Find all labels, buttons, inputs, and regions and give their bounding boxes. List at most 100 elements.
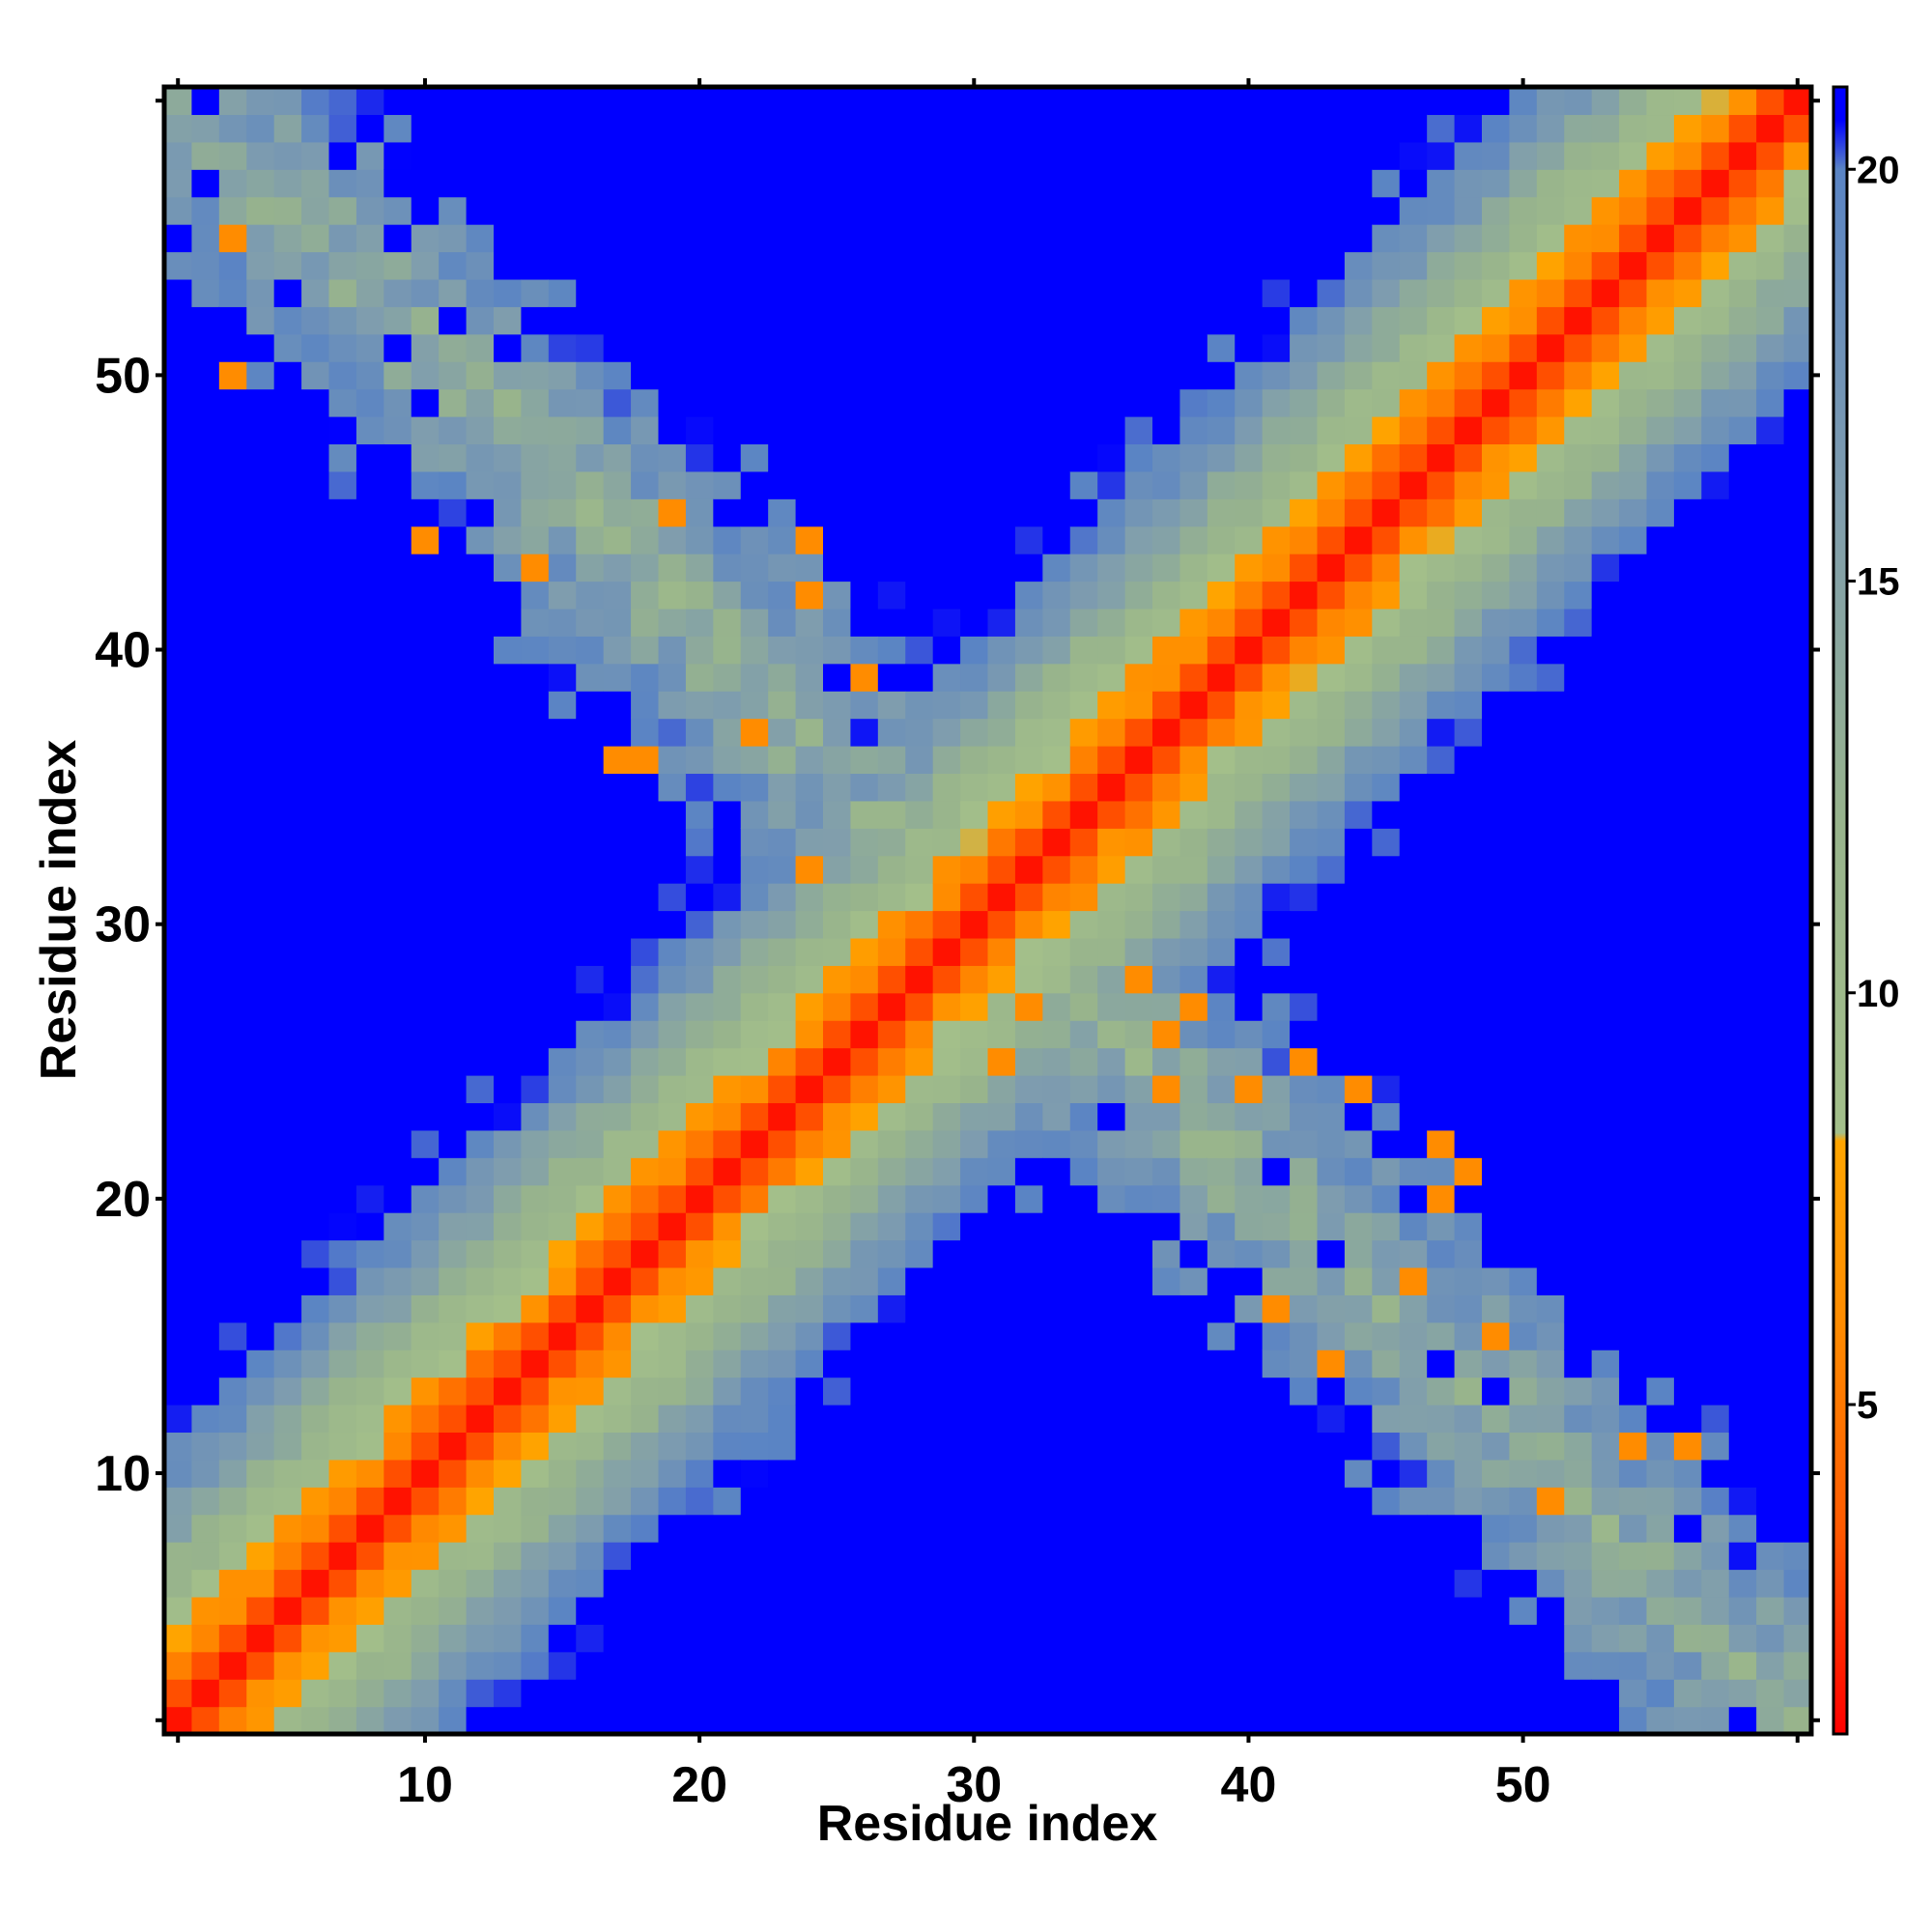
heatmap-cell	[411, 1350, 440, 1378]
heatmap-cell	[466, 1129, 495, 1158]
heatmap-cell	[355, 828, 384, 857]
heatmap-cell	[384, 526, 412, 554]
heatmap-cell	[355, 883, 384, 912]
heatmap-cell	[1728, 87, 1757, 116]
heatmap-cell	[740, 1459, 769, 1488]
heatmap-cell	[1728, 443, 1757, 472]
heatmap-cell	[301, 87, 330, 116]
heatmap-cell	[576, 251, 605, 280]
heatmap-cell	[1619, 1405, 1648, 1434]
heatmap-cell	[1564, 800, 1593, 829]
heatmap-cell	[1235, 1350, 1264, 1378]
heatmap-cell	[1152, 937, 1181, 966]
heatmap-cell	[1482, 554, 1511, 582]
heatmap-cell	[1564, 773, 1593, 802]
heatmap-cell	[1290, 718, 1319, 747]
heatmap-cell	[877, 1020, 906, 1049]
heatmap-cell	[823, 87, 852, 116]
heatmap-cell	[905, 1266, 934, 1295]
heatmap-cell	[466, 828, 495, 857]
heatmap-cell	[1014, 114, 1043, 143]
heatmap-cell	[1783, 470, 1812, 499]
heatmap-cell	[439, 800, 468, 829]
heatmap-cell	[355, 663, 384, 692]
heatmap-cell	[1014, 361, 1043, 390]
heatmap-cell	[768, 1294, 797, 1323]
heatmap-cell	[246, 1102, 275, 1131]
heatmap-cell	[877, 1294, 906, 1323]
heatmap-cell	[1262, 1102, 1291, 1131]
heatmap-cell	[1262, 224, 1291, 253]
heatmap-cell	[301, 1624, 330, 1653]
heatmap-cell	[411, 855, 440, 884]
heatmap-cell	[576, 306, 605, 335]
heatmap-cell	[1783, 1679, 1812, 1708]
heatmap-cell	[1756, 691, 1785, 720]
heatmap-cell	[1509, 1405, 1538, 1434]
heatmap-cell	[1317, 87, 1346, 116]
heatmap-cell	[1014, 1239, 1043, 1268]
heatmap-cell	[1317, 663, 1346, 692]
heatmap-cell	[246, 1487, 275, 1516]
heatmap-cell	[658, 1377, 687, 1406]
heatmap-cell	[1372, 636, 1401, 665]
heatmap-cell	[1619, 87, 1648, 116]
heatmap-cell	[850, 141, 879, 170]
heatmap-cell	[328, 1624, 357, 1653]
heatmap-cell	[1673, 1020, 1702, 1049]
heatmap-cell	[1152, 1542, 1181, 1571]
heatmap-cell	[960, 251, 989, 280]
heatmap-cell	[548, 470, 577, 499]
heatmap-cell	[905, 1706, 934, 1735]
heatmap-cell	[1454, 1350, 1483, 1378]
heatmap-cell	[1673, 1624, 1702, 1653]
heatmap-cell	[905, 1679, 934, 1708]
heatmap-cell	[1701, 1102, 1730, 1131]
heatmap-cell	[768, 87, 797, 116]
heatmap-cell	[1179, 526, 1208, 554]
heatmap-cell	[218, 581, 247, 610]
heatmap-cell	[1290, 333, 1319, 362]
heatmap-cell	[1317, 1377, 1346, 1406]
heatmap-cell	[603, 1047, 632, 1076]
heatmap-cell	[960, 1432, 989, 1461]
heatmap-cell	[1290, 554, 1319, 582]
heatmap-cell	[273, 992, 302, 1021]
heatmap-cell	[411, 526, 440, 554]
heatmap-cell	[191, 910, 220, 939]
heatmap-cell	[521, 1405, 550, 1434]
heatmap-cell	[877, 1102, 906, 1131]
heatmap-cell	[987, 1266, 1016, 1295]
heatmap-cell	[576, 691, 605, 720]
heatmap-cell	[273, 1569, 302, 1598]
heatmap-cell	[1427, 443, 1456, 472]
heatmap-cell	[1290, 169, 1319, 198]
heatmap-cell	[218, 937, 247, 966]
heatmap-cell	[1344, 1569, 1373, 1598]
heatmap-cell	[631, 855, 660, 884]
heatmap-cell	[1619, 608, 1648, 637]
heatmap-cell	[1564, 746, 1593, 775]
heatmap-cell	[246, 1459, 275, 1488]
heatmap-cell	[1673, 554, 1702, 582]
heatmap-cell	[1207, 1624, 1236, 1653]
heatmap-cell	[1097, 251, 1126, 280]
heatmap-cell	[1619, 1266, 1648, 1295]
heatmap-cell	[1482, 1405, 1511, 1434]
heatmap-cell	[1179, 663, 1208, 692]
heatmap-cell	[1509, 1569, 1538, 1598]
heatmap-cell	[1591, 691, 1620, 720]
heatmap-cell	[576, 746, 605, 775]
heatmap-cell	[1290, 1569, 1319, 1598]
heatmap-cell	[823, 1350, 852, 1378]
heatmap-cell	[1673, 333, 1702, 362]
heatmap-cell	[960, 1102, 989, 1131]
heatmap-cell	[1427, 388, 1456, 417]
heatmap-cell	[658, 608, 687, 637]
heatmap-cell	[576, 87, 605, 116]
heatmap-cell	[823, 114, 852, 143]
heatmap-cell	[439, 1321, 468, 1350]
heatmap-cell	[1619, 470, 1648, 499]
heatmap-cell	[1290, 1487, 1319, 1516]
heatmap-cell	[1124, 1651, 1153, 1680]
